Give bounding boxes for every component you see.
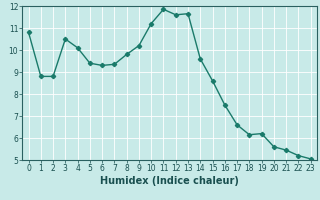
X-axis label: Humidex (Indice chaleur): Humidex (Indice chaleur)	[100, 176, 239, 186]
